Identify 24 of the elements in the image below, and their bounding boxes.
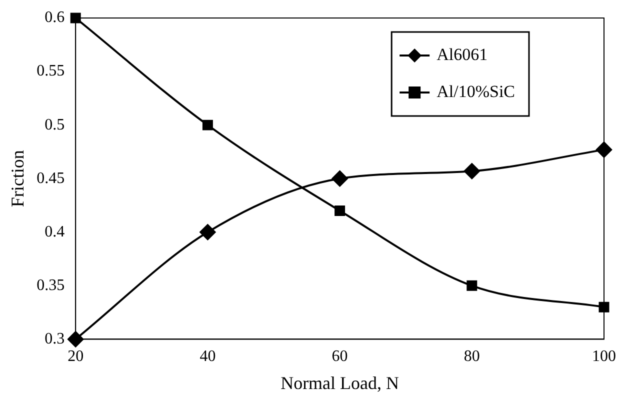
x-tick-label: 20 [68, 348, 84, 366]
y-tick-label: 0.45 [36, 170, 65, 187]
y-tick-label: 0.35 [36, 276, 65, 294]
point [466, 280, 478, 291]
point [334, 205, 346, 216]
point [332, 170, 348, 187]
y-axis-title: Friction [8, 150, 28, 208]
y-tick-label: 0.4 [44, 223, 65, 240]
x-axis-title: Normal Load, N [280, 372, 400, 393]
point [202, 120, 213, 130]
legend-label: Al/10%SiC [436, 82, 516, 101]
x-tick-label: 80 [464, 348, 480, 366]
point [200, 224, 216, 240]
point [464, 163, 480, 180]
x-tick-label: 100 [592, 348, 616, 366]
y-tick-label: 0.3 [44, 330, 65, 348]
point [596, 142, 612, 158]
legend-label: Al6061 [436, 44, 488, 64]
x-tick-label: 60 [332, 348, 348, 366]
point [68, 331, 84, 348]
y-tick-label: 0.6 [44, 9, 65, 26]
y-tick-label: 0.55 [36, 62, 65, 80]
x-tick-label: 40 [200, 348, 216, 366]
y-tick-label: 0.5 [44, 116, 65, 134]
